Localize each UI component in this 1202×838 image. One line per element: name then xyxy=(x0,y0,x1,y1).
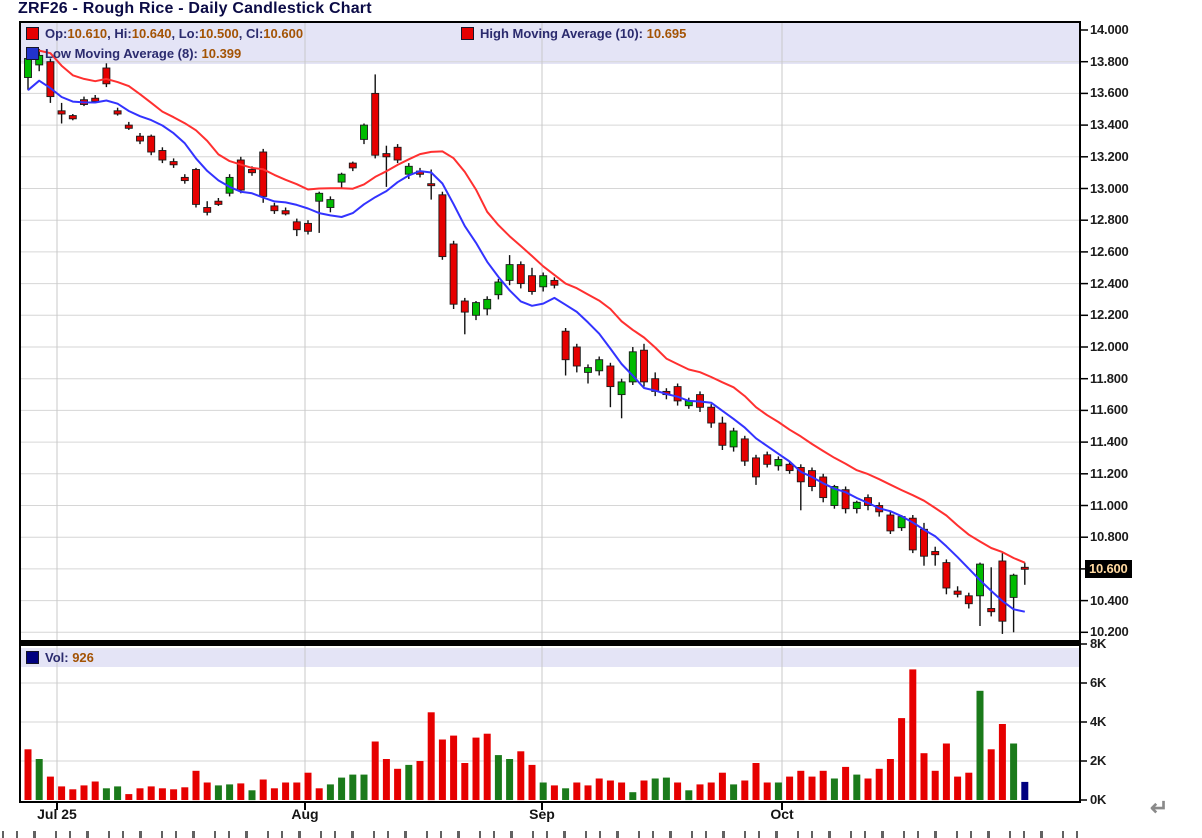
price-tick-label: 10.800 xyxy=(1090,529,1129,545)
return-arrow-icon: ↵ xyxy=(1150,795,1169,820)
ohlc-text: Op:10.610, Hi:10.640, Lo:10.500, Cl:10.6… xyxy=(45,26,304,41)
price-tick-label: 10.400 xyxy=(1090,592,1129,608)
high-ma-text: High Moving Average (10): 10.695 xyxy=(480,26,687,41)
legend-high-ma: High Moving Average (10): 10.695 xyxy=(461,26,686,41)
low-ma-swatch-icon xyxy=(26,47,39,60)
price-tick-label: 13.600 xyxy=(1090,85,1129,101)
price-tick-label: 11.000 xyxy=(1090,497,1128,513)
volume-tick-label: 6K xyxy=(1090,675,1107,690)
legend-ohlc: Op:10.610, Hi:10.640, Lo:10.500, Cl:10.6… xyxy=(26,26,303,41)
current-price-tag: 10.600 xyxy=(1085,559,1132,578)
price-tick-label: 10.200 xyxy=(1090,624,1129,640)
price-tick-label: 11.600 xyxy=(1090,402,1128,418)
low-ma-text: Low Moving Average (8): 10.399 xyxy=(45,46,242,61)
volume-tick-label: 2K xyxy=(1090,753,1107,768)
price-tick-label: 12.600 xyxy=(1090,243,1129,259)
volume-tick-label: 8K xyxy=(1090,636,1107,651)
price-tick-label: 13.800 xyxy=(1090,53,1129,69)
x-axis-label: Jul 25 xyxy=(37,806,77,822)
price-tick-label: 12.800 xyxy=(1090,212,1129,228)
price-tick-label: 13.000 xyxy=(1090,180,1129,196)
price-tick-label: 11.400 xyxy=(1090,434,1128,450)
volume-tick-label: 4K xyxy=(1090,714,1107,729)
volume-text: Vol: 926 xyxy=(45,650,94,665)
price-tick-label: 12.000 xyxy=(1090,339,1129,354)
price-tick-label: 11.200 xyxy=(1090,465,1128,481)
price-tick-label: 12.200 xyxy=(1090,307,1129,323)
price-tick-label: 12.400 xyxy=(1090,275,1129,291)
legend-low-ma: Low Moving Average (8): 10.399 xyxy=(26,46,241,61)
x-axis-label: Aug xyxy=(291,806,319,822)
price-tick-label: 13.200 xyxy=(1090,148,1129,164)
volume-tick-label: 0K xyxy=(1090,792,1107,807)
chart-title: ZRF26 - Rough Rice - Daily Candlestick C… xyxy=(18,0,372,17)
price-tick-label: 14.000 xyxy=(1090,22,1129,37)
price-tick-label: 11.800 xyxy=(1090,370,1128,386)
x-axis-label: Sep xyxy=(529,806,555,822)
x-axis-label: Oct xyxy=(770,806,794,822)
volume-swatch-icon xyxy=(26,651,39,664)
legend-volume: Vol: 926 xyxy=(26,650,94,665)
high-ma-swatch-icon xyxy=(461,27,474,40)
price-tick-label: 13.400 xyxy=(1090,117,1129,133)
ohlc-swatch-icon xyxy=(26,27,39,40)
cropped-text-line xyxy=(2,831,1080,838)
